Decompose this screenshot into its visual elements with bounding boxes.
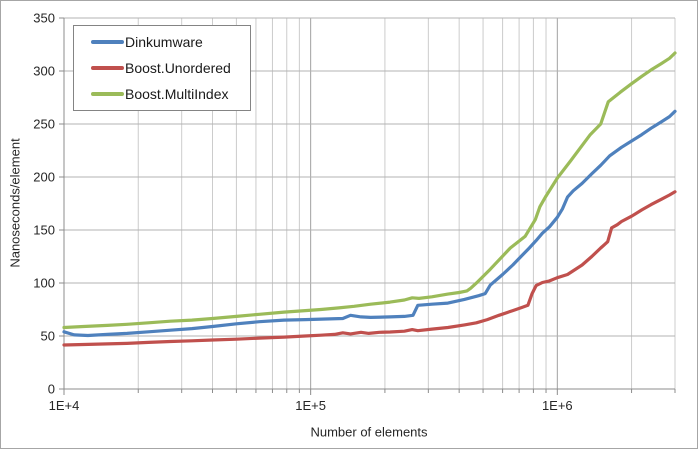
series-line-dinkumware (62, 109, 677, 338)
legend-label-dinkumware: Dinkumware (125, 34, 203, 50)
legend-item-boost-unordered: Boost.Unordered (74, 60, 250, 76)
series-line-boost-multiindex (62, 51, 677, 330)
vertical-gridlines (137, 18, 676, 389)
legend-label-boost-multiindex: Boost.MultiIndex (125, 86, 229, 102)
x-ticks: 1E+4 1E+5 1E+6 (49, 389, 676, 413)
legend-swatch-dinkumware (91, 40, 124, 44)
y-tick-label: 250 (33, 117, 55, 132)
y-tick-label: 150 (33, 223, 55, 238)
legend-label-boost-unordered: Boost.Unordered (125, 60, 231, 76)
horizontal-gridlines (64, 17, 675, 337)
legend-swatch-boost-unordered (91, 66, 124, 70)
y-tick-label: 300 (33, 64, 55, 79)
chart-legend: Dinkumware Boost.Unordered Boost.MultiIn… (73, 25, 251, 111)
y-tick-label: 100 (33, 276, 55, 291)
x-axis-title: Number of elements (310, 424, 428, 440)
x-tick-label: 1E+6 (542, 398, 573, 413)
y-axis-title: Nanoseconds/element (7, 138, 23, 268)
y-tick-label: 0 (48, 382, 55, 397)
x-tick-label: 1E+5 (295, 398, 326, 413)
x-tick-label: 1E+4 (49, 398, 80, 413)
series-line-boost-unordered (62, 190, 677, 347)
y-ticks: 0 50 100 150 200 250 300 350 (33, 11, 64, 397)
legend-item-dinkumware: Dinkumware (74, 34, 250, 50)
y-tick-label: 350 (33, 11, 55, 26)
legend-swatch-boost-multiindex (91, 92, 124, 96)
legend-item-boost-multiindex: Boost.MultiIndex (74, 86, 250, 102)
y-tick-label: 50 (41, 329, 55, 344)
y-tick-label: 200 (33, 170, 55, 185)
series-lines (62, 51, 677, 347)
